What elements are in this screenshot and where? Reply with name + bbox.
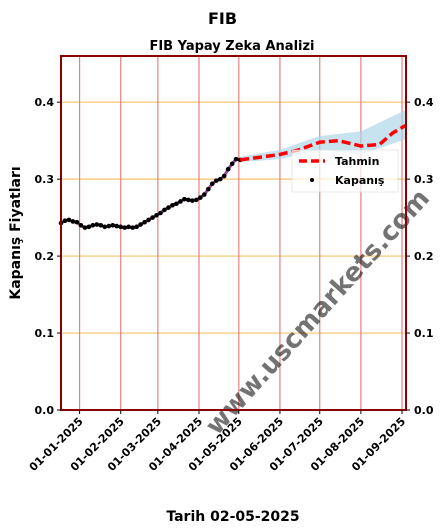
series-group (58, 123, 407, 230)
kapanis-point (106, 223, 112, 229)
y-axis-right: 0.0 0.1 0.2 0.3 0.4 (406, 96, 434, 417)
kapanis-point (138, 222, 143, 227)
kapanis-point (94, 222, 100, 227)
legend-box (291, 149, 399, 193)
y-tick-label-right: 0.0 (414, 404, 434, 417)
kapanis-point (170, 202, 175, 208)
kapanis-point (74, 219, 80, 225)
kapanis-point (198, 195, 203, 200)
y-tick-label-right: 0.2 (414, 250, 434, 263)
confidence-band (240, 109, 406, 163)
y-tick-label-right: 0.4 (414, 96, 434, 109)
kapanis-point (178, 199, 183, 204)
confidence-band-area (240, 109, 406, 163)
kapanis-point (205, 186, 211, 192)
kapanis-point (134, 224, 139, 230)
kapanis-point (82, 225, 88, 230)
kapanis-point (186, 197, 191, 203)
kapanis-point (225, 166, 231, 172)
kapanis-point (146, 217, 151, 223)
kapanis-point (162, 207, 167, 213)
kapanis-point (78, 223, 84, 228)
y-tick-label: 0.1 (35, 327, 55, 340)
legend-swatch-kapanis (310, 178, 314, 182)
y-axis-left: 0.0 0.1 0.2 0.3 0.4 (35, 96, 61, 417)
y-tick-label: 0.4 (35, 96, 55, 109)
kapanis-point (126, 224, 131, 230)
kapanis-point (62, 218, 68, 223)
y-tick-label: 0.2 (35, 250, 55, 263)
kapanis-point (229, 161, 235, 167)
chart-subtitle: FIB Yapay Zeka Analizi (149, 39, 314, 54)
kapanis-point (213, 178, 219, 183)
legend: Tahmin Kapanış (291, 149, 399, 193)
y-tick-label-right: 0.1 (414, 327, 434, 340)
y-tick-label: 0.3 (35, 173, 55, 186)
kapanis-point (221, 173, 227, 179)
kapanis-point (158, 210, 163, 216)
kapanis-point (86, 224, 92, 230)
kapanis-point (66, 217, 72, 223)
kapanis-point (142, 219, 147, 225)
y-axis-label: Kapanış Fiyatları (8, 166, 24, 299)
kapanis-point (114, 223, 120, 229)
kapanis-point (150, 215, 155, 220)
kapanis-point (102, 224, 108, 230)
legend-label-tahmin: Tahmin (335, 155, 379, 168)
tahmin-line (239, 123, 407, 162)
kapanis-point (122, 225, 127, 230)
x-axis-label: Tarih 02-05-2025 (166, 509, 299, 525)
kapanis-point (190, 198, 195, 203)
grid-lines (61, 56, 406, 411)
y-tick-label: 0.0 (35, 404, 55, 417)
y-tick-label-right: 0.3 (414, 173, 434, 186)
kapanis-point (90, 223, 96, 228)
kapanis-point (209, 181, 215, 187)
kapanis-point (130, 225, 135, 230)
legend-label-kapanis: Kapanış (335, 174, 385, 187)
kapanis-point (233, 156, 239, 162)
watermark: www.uscmarkets.com (200, 184, 436, 442)
kapanis-point (217, 176, 223, 182)
kapanis-point (174, 201, 179, 207)
kapanis-point (118, 224, 124, 230)
kapanis-point (182, 196, 187, 202)
plot-frame (60, 55, 407, 411)
kapanis-point (70, 219, 76, 224)
chart-title: FIB (208, 9, 237, 28)
kapanis-point (166, 205, 171, 210)
kapanis-point (98, 223, 104, 228)
kapanis-point (194, 197, 199, 203)
kapanis-point (154, 213, 159, 218)
kapanis-point (202, 192, 207, 197)
kapanis-point (110, 223, 116, 228)
